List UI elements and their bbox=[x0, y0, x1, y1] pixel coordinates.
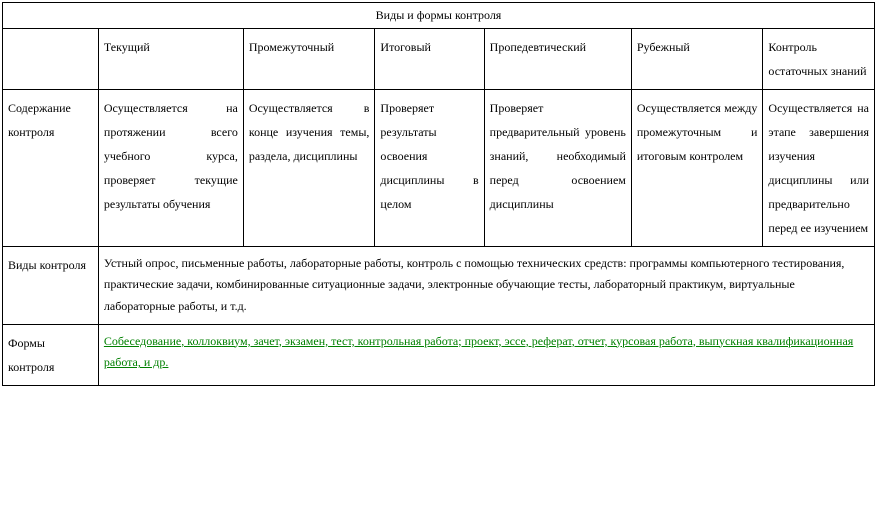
header-rub: Рубежный bbox=[631, 28, 763, 89]
cell-content-kont: Осуществляется на этапе завершения изуче… bbox=[763, 89, 875, 246]
header-itog: Итоговый bbox=[375, 28, 484, 89]
cell-content-rub: Осуществляется между промежуточным и ито… bbox=[631, 89, 763, 246]
cell-forms-merged: Собеседование, коллоквиум, зачет, экзаме… bbox=[98, 324, 874, 385]
header-tek: Текущий bbox=[98, 28, 243, 89]
table-title-row: Виды и формы контроля bbox=[3, 3, 875, 29]
row-label-content: Содержание контроля bbox=[3, 89, 99, 246]
table-row: Формы контроля Собеседование, коллоквиум… bbox=[3, 324, 875, 385]
header-empty bbox=[3, 28, 99, 89]
row-label-types: Виды контроля bbox=[3, 246, 99, 324]
header-prop: Пропедевтический bbox=[484, 28, 631, 89]
forms-text: Собеседование, коллоквиум, зачет, экзаме… bbox=[104, 334, 853, 370]
table-header-row: Текущий Промежуточный Итоговый Пропедевт… bbox=[3, 28, 875, 89]
header-prom: Промежуточный bbox=[243, 28, 375, 89]
table-row: Содержание контроля Осуществляется на пр… bbox=[3, 89, 875, 246]
control-types-table: Виды и формы контроля Текущий Промежуточ… bbox=[2, 2, 875, 386]
table-row: Виды контроля Устный опрос, письменные р… bbox=[3, 246, 875, 324]
table-title: Виды и формы контроля bbox=[3, 3, 875, 29]
cell-content-prom: Осуществляется в конце изучения темы, ра… bbox=[243, 89, 375, 246]
cell-content-prop: Проверяет предварительный уровень знаний… bbox=[484, 89, 631, 246]
header-kont: Контроль остаточных знаний bbox=[763, 28, 875, 89]
cell-content-tek: Осуществляется на протяжении всего учебн… bbox=[98, 89, 243, 246]
cell-types-merged: Устный опрос, письменные работы, лаборат… bbox=[98, 246, 874, 324]
cell-content-itog: Проверяет результаты освоения дисциплины… bbox=[375, 89, 484, 246]
row-label-forms: Формы контроля bbox=[3, 324, 99, 385]
